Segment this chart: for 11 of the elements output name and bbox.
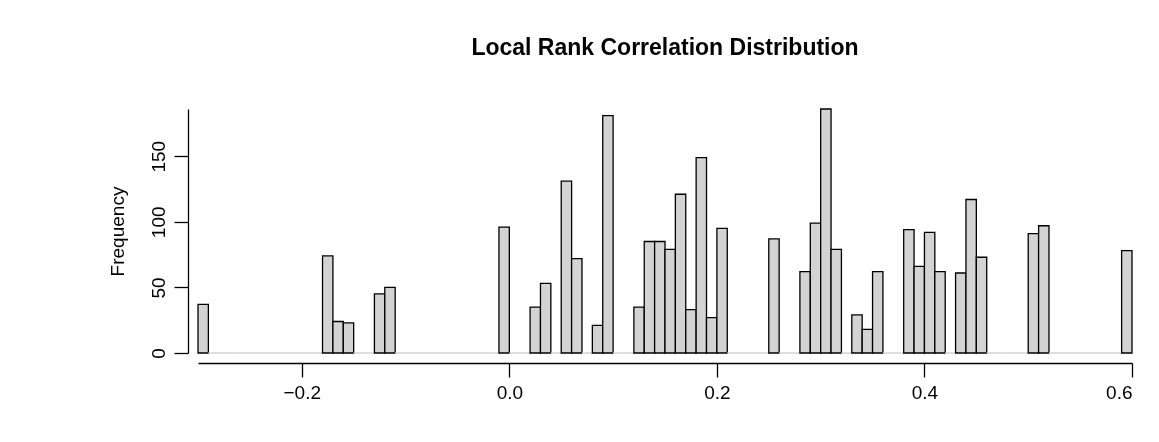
x-tick-label: 0.0 xyxy=(496,381,524,403)
y-tick-label: 0 xyxy=(147,348,169,359)
y-tick-label: 50 xyxy=(147,277,169,299)
y-axis-title: Frequency xyxy=(106,186,128,277)
x-tick-label: −0.2 xyxy=(283,381,322,403)
x-tick-label: 0.2 xyxy=(704,381,731,403)
x-tick-label: 0.6 xyxy=(1106,381,1133,403)
y-tick-label: 150 xyxy=(147,140,169,173)
chart-title: Local Rank Correlation Distribution xyxy=(471,34,859,61)
y-tick-label: 100 xyxy=(147,206,169,239)
x-tick-label: 0.4 xyxy=(911,381,939,403)
